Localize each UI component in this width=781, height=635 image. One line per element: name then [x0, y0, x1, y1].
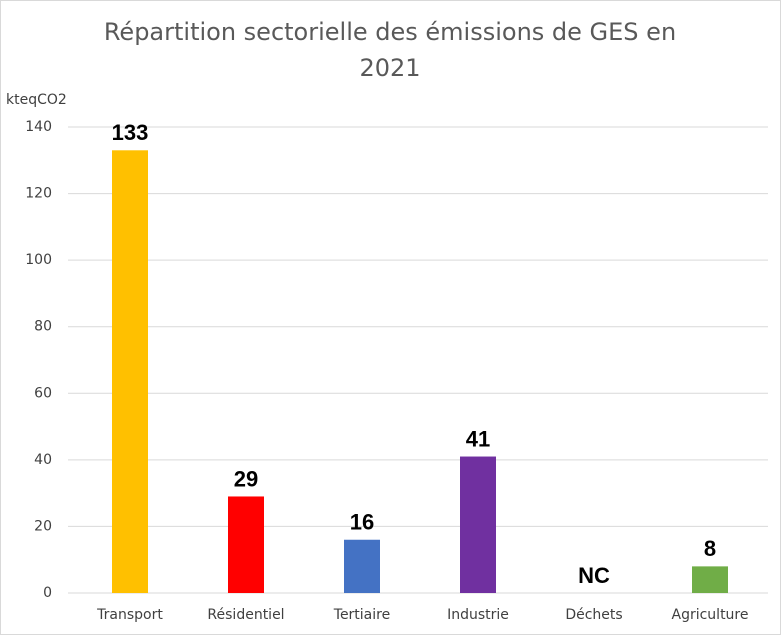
chart-title: Répartition sectorielle des émissions de…: [103, 18, 677, 82]
value-label: 29: [234, 466, 258, 491]
x-tick-label: Déchets: [565, 607, 622, 623]
x-tick-label: Industrie: [447, 607, 509, 623]
value-label: NC: [578, 563, 610, 588]
value-label: 133: [112, 120, 149, 145]
y-tick-label: 60: [34, 385, 52, 401]
value-label: 16: [350, 510, 374, 535]
y-tick-label: 20: [34, 518, 52, 534]
bar: [228, 496, 264, 593]
y-tick-label: 0: [43, 585, 52, 601]
value-label: 41: [466, 426, 490, 451]
value-label: 8: [704, 536, 716, 561]
y-tick-label: 100: [25, 252, 52, 268]
bar: [112, 150, 148, 594]
x-tick-label: Transport: [96, 607, 163, 623]
x-tick-label: Tertiaire: [333, 607, 390, 623]
y-tick-label: 120: [25, 186, 52, 202]
bar: [692, 566, 728, 593]
y-tick-label: 40: [34, 452, 52, 468]
x-tick-label: Agriculture: [672, 607, 749, 623]
x-tick-label: Résidentiel: [207, 607, 284, 623]
y-tick-label: 140: [25, 119, 52, 135]
bar: [344, 539, 380, 593]
y-tick-label: 80: [34, 319, 52, 335]
y-axis-label: kteqCO2: [6, 92, 67, 108]
bar: [460, 456, 496, 593]
